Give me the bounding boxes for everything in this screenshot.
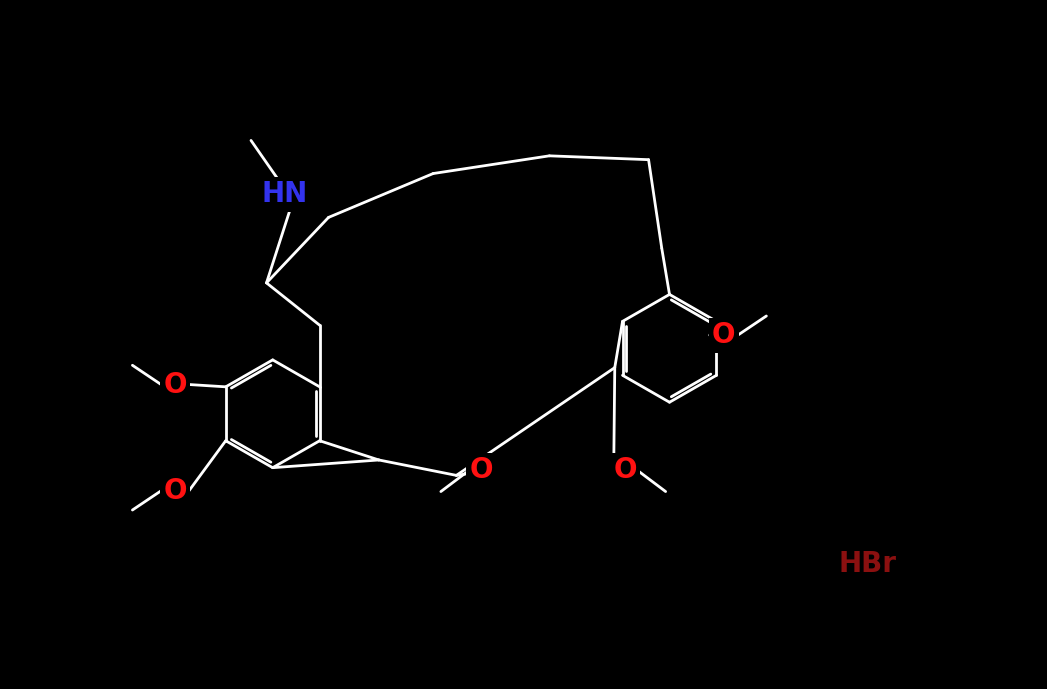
Text: O: O: [712, 321, 735, 349]
Text: O: O: [614, 456, 637, 484]
Text: HN: HN: [261, 181, 308, 208]
Text: O: O: [163, 477, 186, 505]
Text: O: O: [469, 456, 493, 484]
Text: HBr: HBr: [839, 550, 896, 578]
Text: O: O: [163, 371, 186, 398]
